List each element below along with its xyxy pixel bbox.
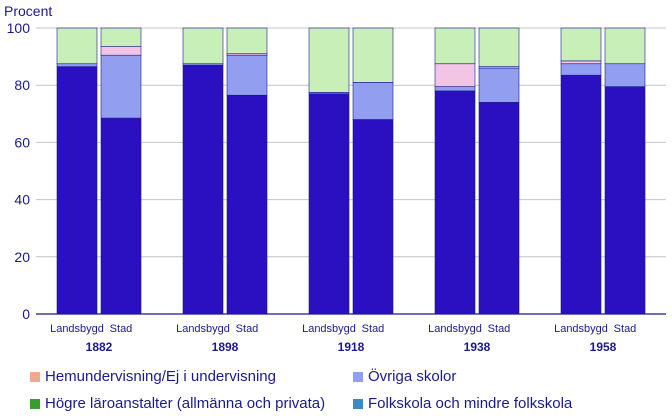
bar-segment-1958-stad-s0 [604, 86, 646, 315]
x-group-label-1898: 1898 [212, 340, 239, 354]
y-axis-title: Procent [4, 3, 52, 19]
x-category-label: Landsbygd [554, 323, 608, 335]
axes: 0 20 40 60 80 100 Landsbygd Stad Landsbygd Stad La… [7, 20, 666, 354]
bar-segment-1958-stad-s1 [604, 63, 646, 87]
x-group-label-1938: 1938 [464, 340, 491, 354]
x-category-label: Landsbygd [50, 323, 104, 335]
y-tick-label-80: 80 [14, 77, 30, 93]
bar-segment-1918-stad-s1 [352, 82, 394, 120]
legend-label-folkskola: Folkskola och mindre folkskola [368, 395, 573, 412]
bar-segment-1898-stad-s1 [226, 54, 268, 96]
legend-swatch-hogre-laroanstalter [30, 398, 40, 409]
x-category-label: Stad [110, 323, 133, 335]
legend-label-hemundervisning: Hemundervisning/Ej i undervisning [45, 368, 276, 385]
bar-segment-1958-landsbygd-s2 [560, 60, 602, 65]
legend-swatch-hemundervisning [30, 371, 40, 382]
legend-item-hemundervisning: Hemundervisning/Ej i undervisning [30, 368, 276, 385]
bar-segment-1898-landsbygd-s3 [182, 27, 224, 65]
bar-segment-1882-landsbygd-s0 [56, 66, 98, 315]
y-tick-label-100: 100 [7, 20, 31, 36]
x-group-label-1882: 1882 [86, 340, 113, 354]
legend-swatch-folkskola [353, 398, 363, 409]
bar-segment-1938-stad-s3 [478, 27, 520, 67]
x-category-label: Landsbygd [176, 323, 230, 335]
x-category-label: Stad [362, 323, 385, 335]
legend-swatch-ovriga-skolor [353, 371, 363, 382]
bar-segment-1918-landsbygd-s0 [308, 93, 350, 315]
x-group-label-1958: 1958 [590, 340, 617, 354]
x-category-label: Landsbygd [428, 323, 482, 335]
bar-segment-1882-stad-s1 [100, 54, 142, 119]
bar-segment-1938-landsbygd-s0 [434, 90, 476, 315]
bar-segment-1938-landsbygd-s1 [434, 86, 476, 92]
x-category-label: Stad [236, 323, 259, 335]
bar-segment-1918-landsbygd-s3 [308, 27, 350, 93]
bar-segment-1938-landsbygd-s2 [434, 63, 476, 87]
bar-segment-1938-stad-s1 [478, 67, 520, 103]
legend-label-hogre-laroanstalter: Högre läroanstalter (allmänna och privat… [45, 395, 326, 412]
legend-item-hogre-laroanstalter: Högre läroanstalter (allmänna och privat… [30, 395, 325, 412]
legend-item-ovriga-skolor: Övriga skolor [353, 368, 456, 385]
x-category-label: Landsbygd [302, 323, 356, 335]
bar-segment-1938-landsbygd-s3 [434, 27, 476, 65]
legend-item-folkskola: Folkskola och mindre folkskola [353, 395, 572, 412]
bar-segment-1898-landsbygd-s0 [182, 64, 224, 315]
bar-segment-1958-landsbygd-s0 [560, 74, 602, 315]
bar-segment-1938-stad-s0 [478, 102, 520, 315]
bar-segment-1918-stad-s0 [352, 119, 394, 315]
y-tick-label-40: 40 [14, 192, 30, 208]
bars [56, 27, 646, 315]
bar-segment-1882-landsbygd-s1 [56, 63, 98, 67]
x-category-label: Stad [488, 323, 511, 335]
y-tick-label-60: 60 [14, 134, 30, 150]
bar-segment-1882-stad-s2 [100, 46, 142, 56]
bar-segment-1958-landsbygd-s1 [560, 63, 602, 76]
legend-label-ovriga-skolor: Övriga skolor [368, 368, 457, 385]
y-tick-label-0: 0 [22, 306, 30, 322]
bar-segment-1898-stad-s0 [226, 94, 268, 315]
bar-segment-1958-landsbygd-s3 [560, 27, 602, 62]
x-category-label: Stad [614, 323, 637, 335]
x-group-label-1918: 1918 [338, 340, 365, 354]
bar-segment-1918-stad-s3 [352, 27, 394, 83]
bar-segment-1882-stad-s0 [100, 117, 142, 315]
bar-segment-1898-stad-s3 [226, 27, 268, 55]
bar-segment-1882-landsbygd-s3 [56, 27, 98, 65]
bar-segment-1882-stad-s3 [100, 27, 142, 47]
bar-segment-1958-stad-s3 [604, 27, 646, 65]
y-tick-label-20: 20 [14, 249, 30, 265]
